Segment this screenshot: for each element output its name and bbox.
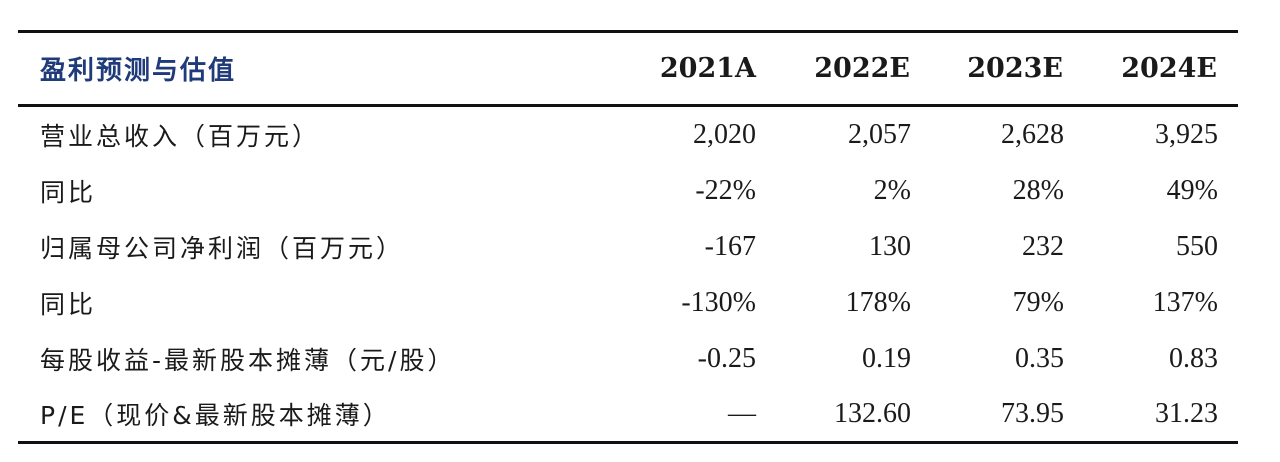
table-cell: -22% [695, 174, 756, 206]
table-row: P/E（现价&最新股本摊薄） — 132.60 73.95 31.23 [18, 386, 1238, 441]
table-header-rule [18, 104, 1238, 107]
row-label: 营业总收入（百万元） [40, 121, 321, 151]
table-cell: 232 [1022, 230, 1064, 262]
table-cell: 130 [869, 230, 911, 262]
table-cell: 31.23 [1155, 397, 1218, 429]
row-label: P/E（现价&最新股本摊薄） [40, 400, 391, 430]
table-cell: 178% [845, 286, 911, 318]
table-cell: 2,020 [693, 118, 756, 150]
table-header-row: 盈利预测与估值 2021A 2022E 2023E 2024E [18, 33, 1238, 104]
table-cell: 550 [1176, 230, 1218, 262]
table-cell: 0.19 [862, 342, 911, 374]
row-label: 每股收益-最新股本摊薄（元/股） [40, 345, 456, 375]
table-cell: 2% [873, 174, 911, 206]
column-header-2024e: 2024E [1121, 53, 1217, 84]
table-cell: -167 [704, 230, 756, 262]
table-top-rule [18, 30, 1238, 33]
table-cell: -0.25 [697, 342, 756, 374]
table-cell: 2,057 [848, 118, 911, 150]
table-cell: 137% [1152, 286, 1218, 318]
table-title: 盈利预测与估值 [40, 56, 237, 86]
table-row: 每股收益-最新股本摊薄（元/股） -0.25 0.19 0.35 0.83 [18, 331, 1238, 386]
row-label: 归属母公司净利润（百万元） [40, 233, 405, 263]
table-row: 营业总收入（百万元） 2,020 2,057 2,628 3,925 [18, 107, 1238, 162]
column-header-2023e: 2023E [967, 53, 1063, 84]
column-header-2022e: 2022E [814, 53, 910, 84]
row-label: 同比 [40, 289, 97, 319]
table-cell: 49% [1166, 174, 1218, 206]
forecast-table: 盈利预测与估值 2021A 2022E 2023E 2024E 营业总收入（百万… [18, 30, 1238, 446]
table-cell: 132.60 [834, 397, 911, 429]
table-cell: 0.35 [1015, 342, 1064, 374]
table-row: 同比 -22% 2% 28% 49% [18, 163, 1238, 218]
table-row: 归属母公司净利润（百万元） -167 130 232 550 [18, 219, 1238, 274]
table-row: 同比 -130% 178% 79% 137% [18, 275, 1238, 330]
table-cell: 28% [1012, 174, 1064, 206]
table-cell: -130% [681, 286, 756, 318]
table-cell: 2,628 [1001, 118, 1064, 150]
table-cell: 73.95 [1001, 397, 1064, 429]
row-label: 同比 [40, 177, 97, 207]
table-cell: 79% [1012, 286, 1064, 318]
column-header-2021a: 2021A [659, 53, 756, 84]
table-cell: 0.83 [1169, 342, 1218, 374]
table-cell: 3,925 [1155, 118, 1218, 150]
table-cell: — [728, 397, 756, 429]
table-bottom-rule [18, 441, 1238, 444]
